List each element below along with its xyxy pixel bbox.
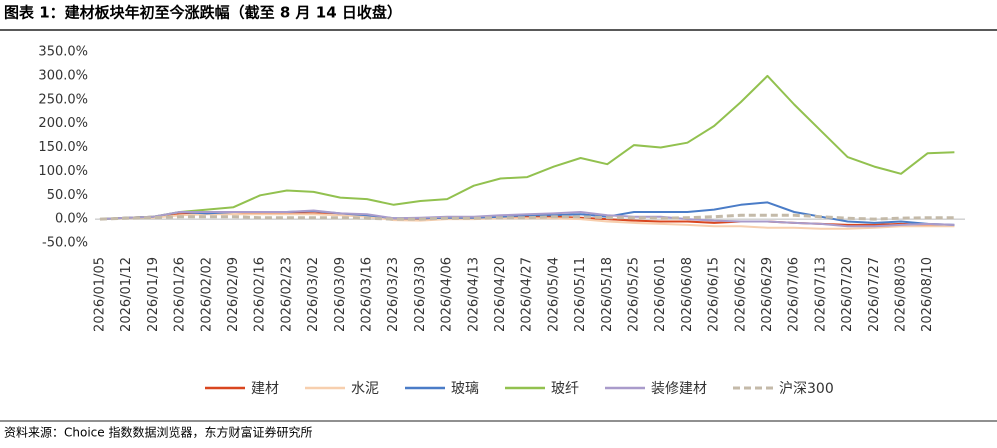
legend-label: 沪深300 — [779, 381, 834, 397]
y-tick-label: 200.0% — [38, 116, 88, 131]
x-tick-label: 2026/01/12 — [119, 257, 134, 332]
x-tick-label: 2026/01/26 — [173, 257, 188, 332]
legend-label: 玻纤 — [551, 381, 579, 397]
x-tick-label: 2026/07/06 — [787, 257, 802, 332]
legend-label: 建材 — [251, 381, 279, 397]
x-tick-label: 2026/07/20 — [840, 257, 855, 332]
series-line — [99, 213, 955, 230]
y-tick-label: 300.0% — [38, 68, 88, 83]
x-tick-label: 2026/03/23 — [386, 257, 401, 332]
title: 图表 1：建材板块年初至今涨跌幅（截至 8 月 14 日收盘） — [4, 4, 402, 22]
x-tick-label: 2026/04/27 — [520, 257, 535, 332]
x-tick-label: 2026/08/03 — [894, 257, 909, 332]
x-tick-label: 2026/05/25 — [627, 257, 642, 332]
y-tick-label: 150.0% — [38, 140, 88, 155]
x-tick-label: 2026/03/16 — [360, 257, 375, 332]
x-tick-label: 2026/05/18 — [600, 257, 615, 332]
series-line — [99, 209, 955, 228]
y-tick-label: 250.0% — [38, 92, 88, 107]
legend-label: 装修建材 — [651, 381, 707, 397]
source: 资料来源：Choice 指数数据浏览器，东方财富证券研究所 — [4, 425, 312, 440]
x-tick-label: 2026/02/02 — [199, 257, 214, 332]
x-tick-label: 2026/06/22 — [733, 257, 748, 332]
legend-label: 水泥 — [351, 381, 379, 397]
y-tick-label: 50.0% — [47, 188, 88, 203]
x-tick-label: 2026/02/23 — [279, 257, 294, 332]
y-tick-label: 100.0% — [38, 164, 88, 179]
x-tick-label: 2026/01/19 — [146, 257, 161, 332]
y-tick-label: -50.0% — [42, 236, 88, 251]
x-tick-label: 2026/02/09 — [226, 257, 241, 332]
x-tick-label: 2026/03/30 — [413, 257, 428, 332]
x-tick-label: 2026/04/06 — [440, 257, 455, 332]
legend-label: 玻璃 — [451, 380, 479, 397]
x-tick-label: 2026/06/01 — [653, 257, 668, 332]
x-tick-label: 2026/06/29 — [760, 257, 775, 332]
x-tick-label: 2026/07/27 — [867, 257, 882, 332]
x-tick-label: 2026/05/11 — [573, 257, 588, 332]
x-tick-label: 2026/07/13 — [813, 257, 828, 332]
x-tick-label: 2026/06/15 — [707, 257, 722, 332]
x-tick-label: 2026/08/10 — [920, 257, 935, 332]
x-tick-label: 2026/06/08 — [680, 257, 695, 332]
x-tick-label: 2026/02/16 — [253, 257, 268, 332]
series-line — [99, 74, 955, 221]
x-tick-label: 2026/03/02 — [306, 257, 321, 332]
y-tick-label: 350.0% — [38, 45, 88, 60]
x-tick-label: 2026/03/09 — [333, 257, 348, 332]
x-tick-label: 2026/05/04 — [546, 257, 561, 332]
x-tick-label: 2026/04/20 — [493, 257, 508, 332]
x-tick-label: 2026/01/05 — [93, 257, 108, 332]
x-tick-label: 2026/04/13 — [466, 257, 481, 332]
y-tick-label: 0.0% — [55, 212, 88, 227]
